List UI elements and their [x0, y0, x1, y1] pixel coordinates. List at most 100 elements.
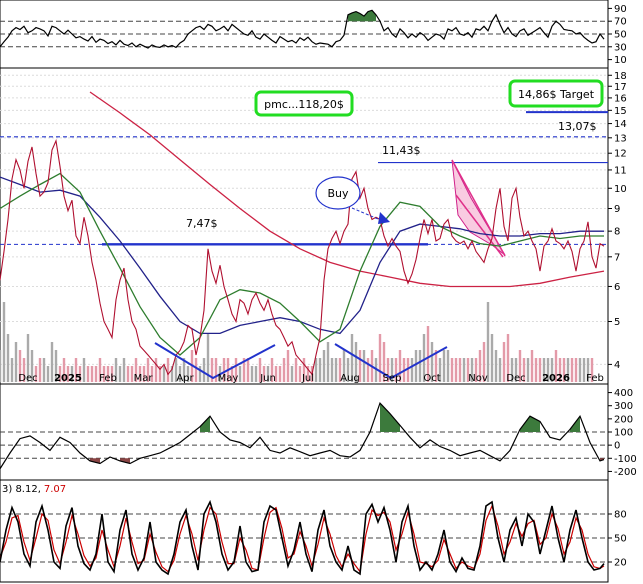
x-axis: Dec 2025 Feb Mar Apr May Jun Jul Aug Sep Oct Nov Dec… — [18, 373, 604, 384]
stochastic-axis-ticks: 20 50 80 — [608, 510, 627, 569]
volume-bar-4 — [14, 342, 18, 382]
volume-bar-16 — [62, 358, 66, 382]
volume-bar-136 — [542, 358, 546, 382]
pmc-box — [254, 90, 354, 117]
volume-bar-24 — [94, 366, 98, 382]
macd-positive-fill-55 — [520, 416, 540, 432]
volume-bar-35 — [138, 366, 142, 382]
volume-bar-147 — [586, 358, 590, 382]
volume-bar-68 — [270, 358, 274, 382]
volume-bar-81 — [322, 350, 326, 382]
volume-bar-97 — [386, 358, 390, 382]
volume-bar-13 — [50, 342, 54, 382]
volume-bar-22 — [86, 366, 90, 382]
volume-bar-47 — [186, 366, 190, 382]
volume-bar-143 — [570, 358, 574, 382]
x-tick-label-1: 2025 — [54, 373, 82, 384]
price-tick-label-16: 16 — [614, 93, 627, 104]
volume-bar-106 — [422, 334, 426, 382]
volume-bar-130 — [518, 350, 522, 382]
macd-tick-label-200: 200 — [614, 414, 633, 425]
volume-bar-8 — [30, 350, 34, 382]
volume-bar-6 — [22, 358, 26, 382]
buy-arrow-head — [378, 212, 390, 224]
stochastic-panel: 20 50 80 3) 8.12, 7.07 — [0, 479, 627, 583]
volume-bar-118 — [470, 358, 474, 382]
stochastic-k-line — [0, 499, 605, 576]
volume-bar-108 — [430, 342, 434, 382]
buy-ellipse — [315, 176, 361, 210]
volume-bar-45 — [178, 366, 182, 382]
price-tick-label-7: 7 — [614, 252, 620, 263]
volume-bar-59 — [234, 358, 238, 382]
price-tick-label-13: 13 — [614, 133, 627, 144]
volume-bar-127 — [506, 334, 510, 382]
price-tick-label-4: 4 — [614, 360, 620, 371]
volume-bar-61 — [242, 358, 246, 382]
volume-bar-42 — [166, 358, 170, 382]
volume-bar-95 — [378, 334, 382, 382]
volume-bar-9 — [34, 366, 38, 382]
volume-bar-142 — [566, 358, 570, 382]
volume-bar-122 — [486, 302, 490, 382]
macd-axis-ticks: -200 -100 0 100 200 300 400 — [608, 388, 637, 478]
volume-bar-53 — [210, 358, 214, 382]
x-tick-label-7: Jul — [301, 373, 314, 384]
stochastic-tick-label-20: 20 — [614, 558, 627, 569]
volume-bar-85 — [338, 358, 342, 382]
volume-bar-49 — [194, 358, 198, 382]
volume-bar-107 — [426, 326, 430, 382]
price-tick-label-10: 10 — [614, 184, 627, 195]
level-13-label: 13,07$ — [558, 120, 597, 133]
volume-bar-33 — [130, 366, 134, 382]
volume-bar-138 — [550, 358, 554, 382]
volume-bar-133 — [530, 350, 534, 382]
stochastic-label: 3) 8.12, 7.07 — [2, 484, 66, 495]
x-tick-label-11: Nov — [468, 373, 488, 384]
volume-bar-0 — [0, 350, 2, 382]
price-line — [0, 138, 605, 376]
flag-upper-line — [451, 159, 506, 257]
level-7-label: 7,47$ — [186, 217, 218, 230]
level-11-label: 11,43$ — [382, 144, 421, 157]
x-tick-label-4: Apr — [176, 373, 194, 384]
volume-bar-67 — [266, 366, 270, 382]
x-tick-label-13: 2026 — [542, 373, 570, 384]
volume-bar-115 — [458, 358, 462, 382]
buy-annotation: Buy — [315, 176, 390, 224]
x-tick-label-3: Mar — [134, 373, 154, 384]
flag-lower-line — [455, 194, 504, 258]
moving-averages — [0, 91, 605, 356]
volume-bar-76 — [302, 358, 306, 382]
volume-bar-111 — [442, 350, 446, 382]
stochastic-tick-label-50: 50 — [614, 534, 627, 545]
v-shape-right — [334, 343, 448, 380]
volume-bar-38 — [150, 366, 154, 382]
volume-bar-141 — [562, 358, 566, 382]
volume-bar-99 — [394, 358, 398, 382]
volume-bar-28 — [110, 366, 114, 382]
macd-positive-fill-22 — [200, 416, 210, 432]
volume-bar-21 — [82, 358, 86, 382]
volume-bar-134 — [534, 358, 538, 382]
volume-bar-72 — [286, 350, 290, 382]
volume-bar-129 — [514, 358, 518, 382]
volume-bar-75 — [298, 366, 302, 382]
volume-bar-102 — [406, 358, 410, 382]
volume-bar-31 — [122, 358, 126, 382]
volume-bar-148 — [590, 358, 594, 382]
volume-bar-113 — [450, 358, 454, 382]
target-box — [508, 79, 604, 108]
volume-bar-135 — [538, 358, 542, 382]
macd-tick-label--100: -100 — [614, 454, 637, 465]
macd-reference-lines — [0, 431, 608, 459]
volume-bar-74 — [294, 358, 298, 382]
volume-bar-96 — [382, 342, 386, 382]
volume-bar-103 — [410, 358, 414, 382]
volume-bar-114 — [454, 358, 458, 382]
